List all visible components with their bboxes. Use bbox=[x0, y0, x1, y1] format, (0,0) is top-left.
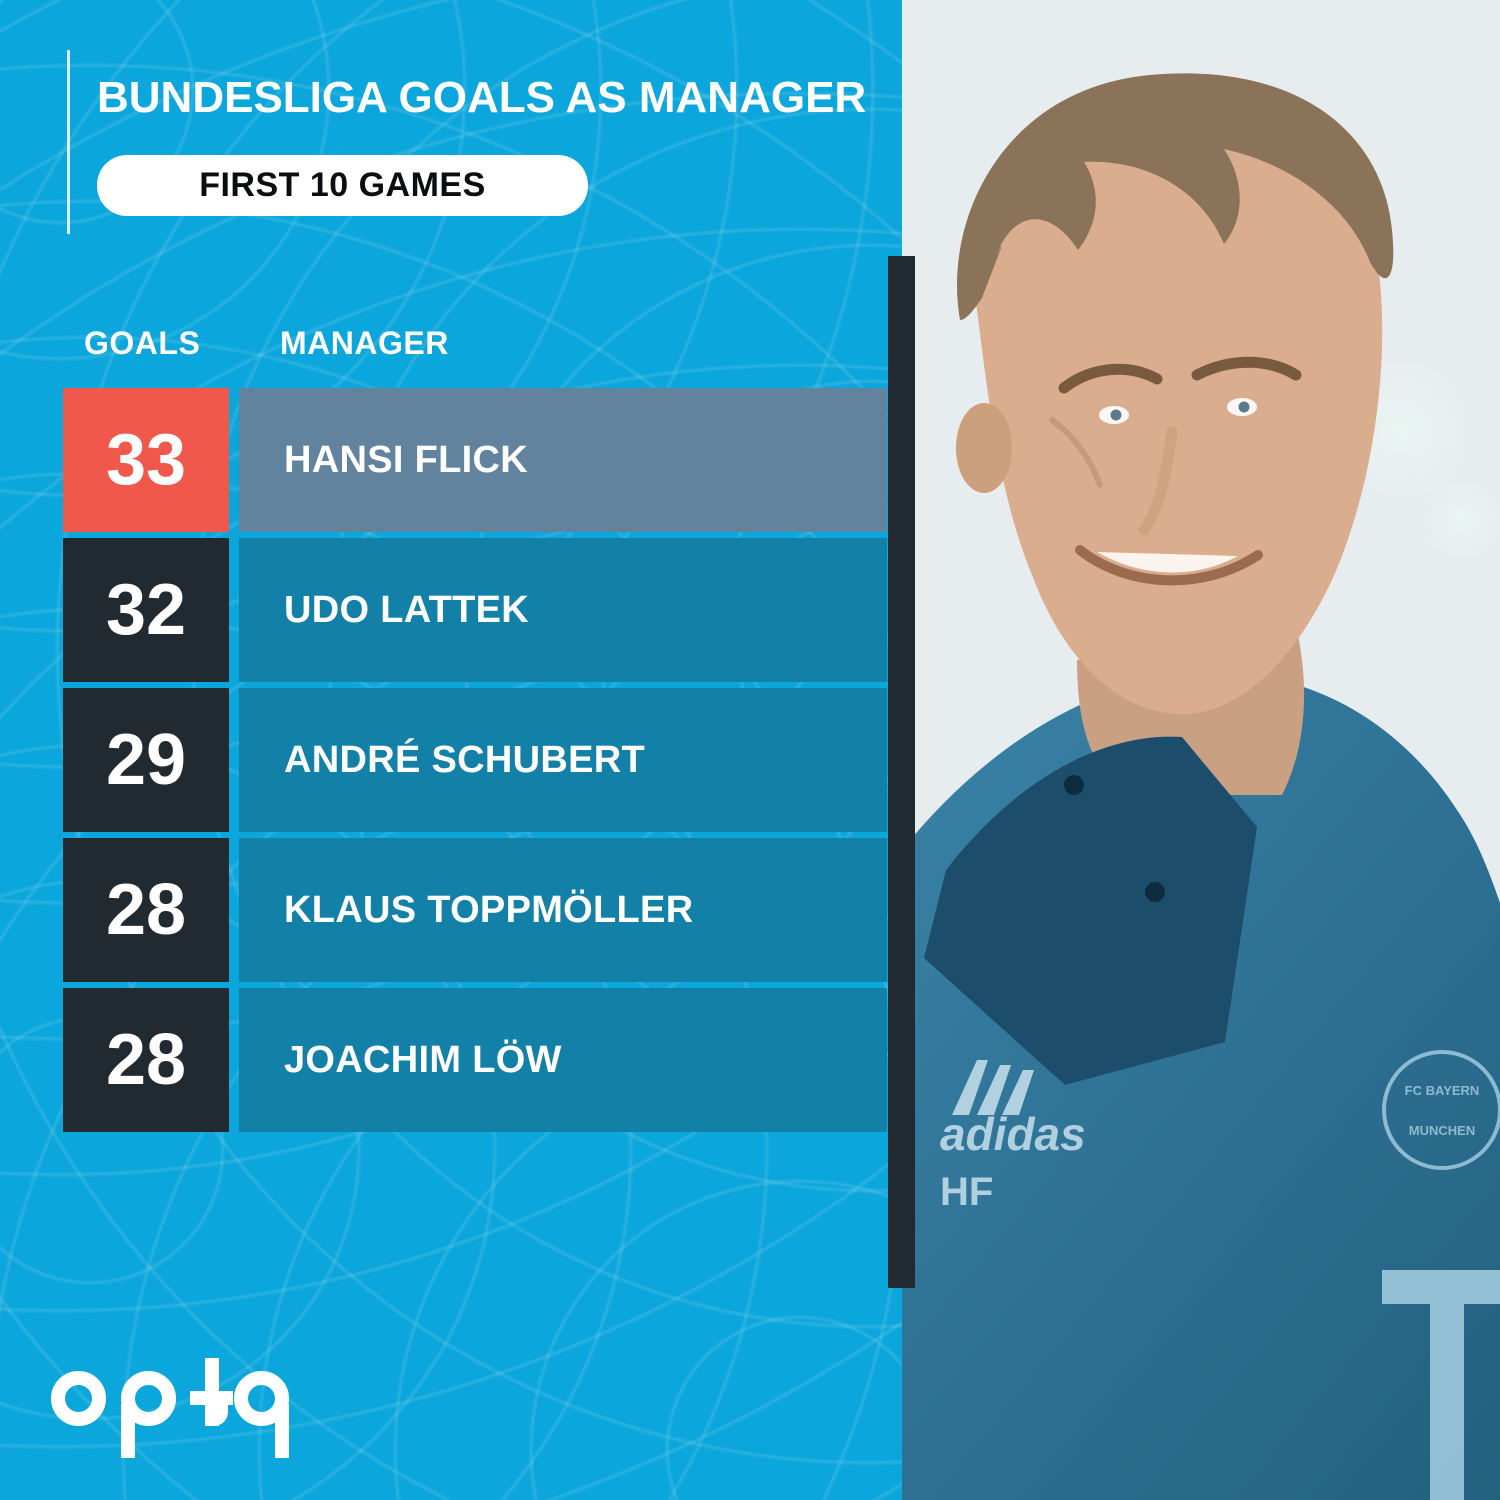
svg-text:MUNCHEN: MUNCHEN bbox=[1409, 1123, 1475, 1138]
svg-text:adidas: adidas bbox=[940, 1108, 1086, 1160]
svg-text:FC BAYERN: FC BAYERN bbox=[1405, 1083, 1480, 1098]
svg-text:HF: HF bbox=[940, 1170, 993, 1214]
